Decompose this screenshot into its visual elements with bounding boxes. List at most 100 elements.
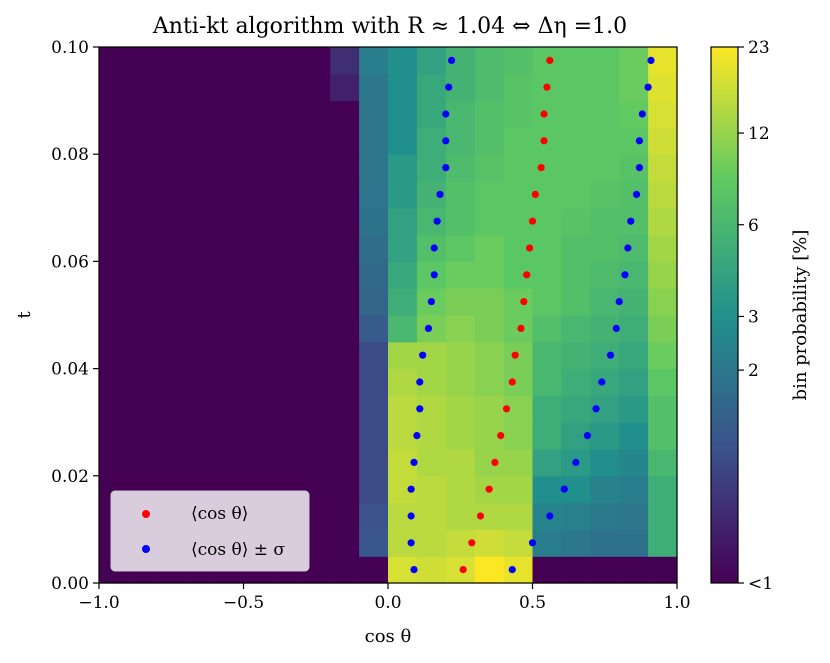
heatmap-cell (272, 47, 302, 75)
sigma-marker (416, 405, 424, 413)
heatmap-cell (590, 234, 620, 262)
heatmap-cell (648, 73, 678, 102)
heatmap-cell (127, 395, 158, 423)
heatmap-cell (243, 207, 273, 236)
heatmap-cell (330, 368, 360, 396)
heatmap-cell (503, 529, 534, 557)
heatmap-cell (648, 341, 678, 370)
heatmap-cell (445, 261, 476, 289)
heatmap-cell (156, 127, 187, 155)
heatmap-cell (243, 73, 273, 102)
colorbar-frame (710, 46, 739, 584)
heatmap-cell (99, 154, 129, 182)
sigma-marker (427, 298, 435, 306)
heatmap-cell (474, 154, 505, 182)
legend-label-mean: ⟨cos θ⟩ (191, 504, 248, 524)
heatmap-cell (156, 234, 187, 262)
x-axis-label: cos θ (365, 626, 412, 647)
heatmap-cell (272, 73, 302, 102)
heatmap-cell (127, 341, 158, 370)
heatmap-cell (590, 529, 620, 557)
heatmap-cell (619, 315, 649, 343)
heatmap-cell (99, 181, 129, 209)
heatmap-cell (474, 315, 505, 343)
heatmap-cell (561, 181, 591, 209)
sigma-marker (413, 432, 421, 440)
heatmap-cell (127, 154, 158, 182)
heatmap-cell (330, 73, 360, 102)
sigma-marker (612, 324, 620, 332)
heatmap-cell (272, 234, 302, 262)
heatmap-cell (532, 529, 562, 557)
heatmap-cell (156, 181, 187, 209)
heatmap-cell (590, 207, 620, 236)
heatmap-cell (214, 341, 245, 370)
mean-marker (543, 83, 551, 91)
heatmap-cell (445, 288, 476, 316)
heatmap-cell (243, 341, 273, 370)
heatmap-cell (648, 475, 678, 504)
heatmap-cell (388, 234, 418, 262)
heatmap-cell (127, 422, 158, 450)
heatmap-cell (99, 47, 129, 75)
y-axis-label: t (14, 311, 35, 319)
heatmap-cell (619, 341, 649, 370)
colorbar-gradient (711, 47, 738, 583)
heatmap-cell (388, 341, 418, 370)
sigma-marker (598, 378, 606, 386)
heatmap-cell (214, 288, 245, 316)
heatmap-cell (127, 47, 158, 75)
heatmap-cell (185, 341, 216, 370)
heatmap-cell (156, 261, 187, 289)
sigma-marker (621, 271, 629, 279)
heatmap-cell (272, 207, 302, 236)
heatmap-cell (388, 73, 418, 102)
heatmap-cell (416, 47, 447, 75)
sigma-marker (647, 56, 655, 64)
heatmap-cell (214, 315, 245, 343)
heatmap-cell (503, 556, 534, 584)
heatmap-cell (156, 100, 187, 128)
heatmap-cell (561, 207, 591, 236)
heatmap-cell (590, 556, 620, 584)
sigma-marker (419, 351, 427, 359)
heatmap-cell (590, 100, 620, 128)
heatmap-cell (99, 234, 129, 262)
sigma-marker (592, 405, 600, 413)
heatmap-cell (532, 207, 562, 236)
heatmap-cell (330, 395, 360, 423)
legend: ⟨cos θ⟩ ⟨cos θ⟩ ± σ (110, 490, 310, 572)
heatmap-cell (272, 288, 302, 316)
heatmap-cell (619, 556, 649, 584)
heatmap-cell (532, 395, 562, 423)
heatmap-cell (474, 234, 505, 262)
x-tick-label: −0.5 (223, 593, 264, 613)
heatmap-cell (359, 502, 389, 530)
heatmap-cell (388, 127, 418, 155)
sigma-marker (624, 244, 632, 252)
heatmap-cell (127, 100, 158, 128)
mean-marker (517, 324, 525, 332)
heatmap-cell (99, 422, 129, 450)
heatmap-cell (330, 475, 360, 504)
heatmap-cell (301, 100, 331, 128)
sigma-marker (436, 190, 444, 198)
heatmap-cell (301, 288, 331, 316)
heatmap-cell (214, 181, 245, 209)
heatmap-cell (330, 422, 360, 450)
heatmap-cell (590, 127, 620, 155)
heatmap-cell (503, 154, 534, 182)
heatmap-cell (330, 529, 360, 557)
heatmap-cell (474, 529, 505, 557)
mean-marker (528, 217, 537, 225)
colorbar-tick-label: <1 (748, 574, 773, 594)
sigma-marker (447, 56, 456, 64)
heatmap-cell (590, 181, 620, 209)
x-tick-label: 1.0 (663, 593, 690, 613)
heatmap-cell (330, 556, 360, 584)
heatmap-cell (359, 127, 389, 155)
heatmap-cell (185, 100, 216, 128)
heatmap-cell (156, 207, 187, 236)
heatmap-cell (648, 368, 678, 396)
heatmap-cell (185, 261, 216, 289)
